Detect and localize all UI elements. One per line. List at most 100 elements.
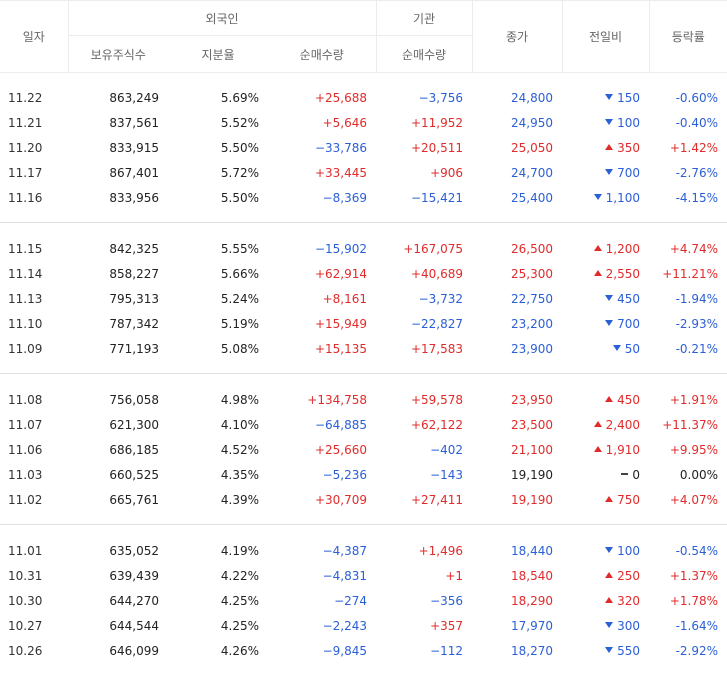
- cell-change: 1,100: [562, 185, 649, 210]
- cell-share: 5.24%: [168, 286, 268, 311]
- cell-close: 25,300: [472, 261, 562, 286]
- cell-change-value: 2,550: [606, 267, 640, 281]
- cell-foreign-net: −5,236: [268, 462, 376, 487]
- header-institution: 기관: [376, 1, 472, 36]
- cell-date: 11.08: [0, 387, 68, 412]
- cell-change-value: 550: [617, 644, 640, 658]
- header-rate: 등락률: [649, 1, 727, 73]
- cell-rate: +4.74%: [649, 236, 727, 261]
- cell-inst-net: +27,411: [376, 487, 472, 512]
- cell-foreign-net: +5,646: [268, 110, 376, 135]
- cell-change-value: 50: [625, 342, 640, 356]
- cell-date: 11.01: [0, 538, 68, 563]
- cell-change-value: 700: [617, 317, 640, 331]
- cell-holdings: 644,270: [68, 588, 168, 613]
- cell-date: 11.03: [0, 462, 68, 487]
- cell-rate: -0.54%: [649, 538, 727, 563]
- cell-date: 10.26: [0, 638, 68, 663]
- cell-date: 11.21: [0, 110, 68, 135]
- cell-inst-net: +11,952: [376, 110, 472, 135]
- cell-foreign-net: +62,914: [268, 261, 376, 286]
- cell-holdings: 833,956: [68, 185, 168, 210]
- cell-change-value: 450: [617, 393, 640, 407]
- cell-change-value: 1,910: [606, 443, 640, 457]
- cell-holdings: 639,439: [68, 563, 168, 588]
- dash-icon: [621, 473, 628, 475]
- triangle-down-icon: [605, 295, 613, 301]
- cell-inst-net: −356: [376, 588, 472, 613]
- cell-change: 700: [562, 160, 649, 185]
- cell-foreign-net: +25,660: [268, 437, 376, 462]
- cell-close: 25,400: [472, 185, 562, 210]
- cell-foreign-net: −8,369: [268, 185, 376, 210]
- header-close: 종가: [472, 1, 562, 73]
- cell-foreign-net: −274: [268, 588, 376, 613]
- cell-rate: +9.95%: [649, 437, 727, 462]
- cell-inst-net: +1: [376, 563, 472, 588]
- cell-inst-net: +62,122: [376, 412, 472, 437]
- cell-holdings: 756,058: [68, 387, 168, 412]
- cell-holdings: 787,342: [68, 311, 168, 336]
- cell-close: 18,440: [472, 538, 562, 563]
- cell-close: 22,750: [472, 286, 562, 311]
- cell-foreign-net: +15,135: [268, 336, 376, 361]
- group-gap: [0, 512, 727, 525]
- cell-change-value: 100: [617, 544, 640, 558]
- cell-holdings: 837,561: [68, 110, 168, 135]
- cell-change-value: 2,400: [606, 418, 640, 432]
- cell-share: 5.50%: [168, 185, 268, 210]
- cell-date: 11.22: [0, 85, 68, 110]
- cell-rate: -4.15%: [649, 185, 727, 210]
- header-holdings: 보유주식수: [68, 36, 168, 73]
- cell-change: 50: [562, 336, 649, 361]
- cell-inst-net: +20,511: [376, 135, 472, 160]
- cell-date: 11.15: [0, 236, 68, 261]
- cell-change: 100: [562, 110, 649, 135]
- triangle-down-icon: [613, 345, 621, 351]
- cell-rate: -0.60%: [649, 85, 727, 110]
- group-gap: [0, 375, 727, 387]
- cell-change-value: 750: [617, 493, 640, 507]
- cell-inst-net: −402: [376, 437, 472, 462]
- cell-share: 5.52%: [168, 110, 268, 135]
- cell-date: 11.14: [0, 261, 68, 286]
- triangle-down-icon: [605, 647, 613, 653]
- cell-change-value: 300: [617, 619, 640, 633]
- cell-rate: -0.40%: [649, 110, 727, 135]
- cell-inst-net: +17,583: [376, 336, 472, 361]
- cell-close: 23,500: [472, 412, 562, 437]
- cell-change: 750: [562, 487, 649, 512]
- cell-holdings: 665,761: [68, 487, 168, 512]
- cell-share: 4.26%: [168, 638, 268, 663]
- cell-holdings: 621,300: [68, 412, 168, 437]
- cell-share: 5.55%: [168, 236, 268, 261]
- cell-share: 5.72%: [168, 160, 268, 185]
- cell-inst-net: +1,496: [376, 538, 472, 563]
- cell-change: 450: [562, 286, 649, 311]
- cell-change: 700: [562, 311, 649, 336]
- cell-change-value: 350: [617, 141, 640, 155]
- cell-holdings: 686,185: [68, 437, 168, 462]
- cell-foreign-net: −2,243: [268, 613, 376, 638]
- cell-close: 25,050: [472, 135, 562, 160]
- cell-inst-net: +167,075: [376, 236, 472, 261]
- cell-foreign-net: +25,688: [268, 85, 376, 110]
- cell-inst-net: −22,827: [376, 311, 472, 336]
- cell-change: 300: [562, 613, 649, 638]
- cell-holdings: 635,052: [68, 538, 168, 563]
- cell-change-value: 1,200: [606, 242, 640, 256]
- cell-date: 11.20: [0, 135, 68, 160]
- cell-close: 24,950: [472, 110, 562, 135]
- header-share: 지분율: [168, 36, 268, 73]
- cell-close: 23,200: [472, 311, 562, 336]
- cell-date: 11.13: [0, 286, 68, 311]
- cell-date: 11.16: [0, 185, 68, 210]
